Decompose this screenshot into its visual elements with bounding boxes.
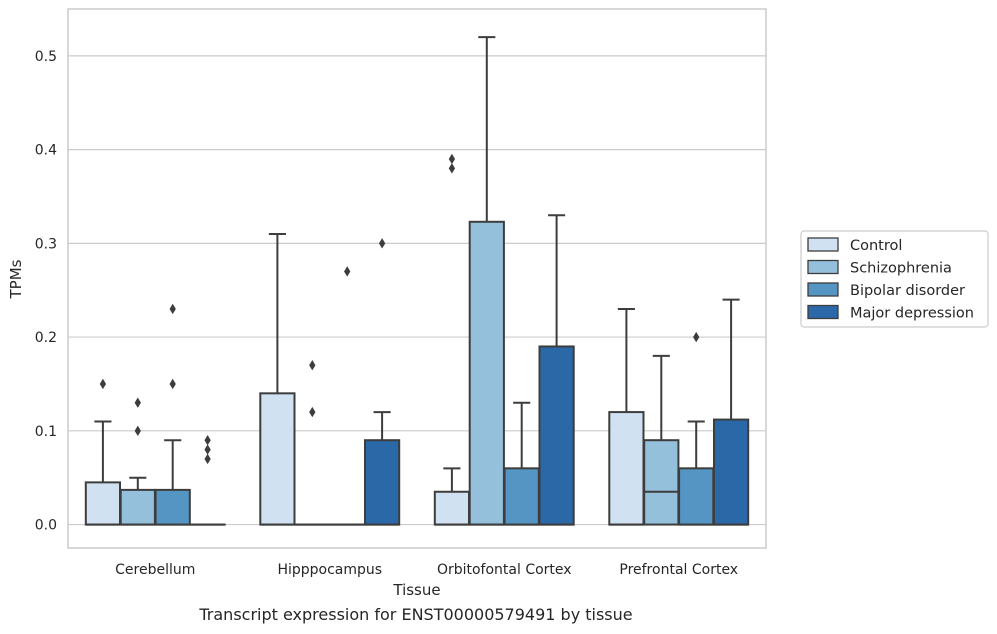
- box: [363, 439, 401, 526]
- box-major-depression: [189, 435, 226, 526]
- box: [119, 488, 156, 526]
- x-axis-ticks: Cerebellum Hipppocampus Orbitofontal Corte…: [115, 562, 738, 578]
- box-bipolar-disorder: [329, 266, 366, 526]
- y-tick-label: 0.3: [35, 236, 57, 252]
- x-tick-label: Prefrontal Cortex: [619, 562, 738, 578]
- y-tick-label: 0.5: [35, 49, 57, 65]
- box: [712, 418, 750, 526]
- legend-label: Control: [850, 238, 902, 254]
- box: [154, 488, 191, 526]
- outlier-point: [344, 266, 351, 277]
- legend-frame: [800, 230, 989, 328]
- y-tick-label: 0.2: [35, 330, 57, 346]
- box-bipolar-disorder: [154, 303, 191, 526]
- outlier-point: [204, 444, 211, 455]
- x-tick-label: Hipppocampus: [277, 562, 382, 578]
- outlier-point: [169, 303, 176, 315]
- outlier-point: [693, 331, 700, 343]
- legend-swatch: [807, 259, 839, 275]
- box-bipolar-disorder: [503, 401, 540, 526]
- box-schizophrenia: [468, 36, 505, 526]
- outlier-point: [309, 360, 316, 371]
- x-axis-label: Tissue: [392, 581, 440, 599]
- outlier-point: [309, 406, 316, 418]
- legend-label: Bipolar disorder: [850, 283, 965, 299]
- box-schizophrenia: [294, 360, 331, 526]
- outlier-point: [134, 425, 141, 437]
- x-tick-label: Cerebellum: [115, 562, 195, 578]
- y-tick-label: 0.0: [35, 518, 57, 534]
- legend: Control Schizophrenia Bipolar disorder Majo…: [800, 230, 989, 328]
- box: [608, 411, 645, 526]
- box-schizophrenia: [643, 354, 680, 526]
- box-schizophrenia: [119, 397, 156, 526]
- box-major-depression: [538, 214, 575, 526]
- box: [433, 490, 471, 526]
- box: [468, 220, 505, 526]
- y-tick-label: 0.1: [35, 424, 57, 440]
- outlier-point: [448, 163, 456, 174]
- box-control: [84, 378, 122, 526]
- outlier-point: [99, 378, 107, 390]
- box-control: [608, 307, 645, 526]
- outlier-point: [169, 378, 176, 390]
- box: [643, 439, 680, 526]
- box-major-depression: [712, 298, 750, 526]
- y-tick-label: 0.4: [35, 143, 57, 159]
- box-bipolar-disorder: [678, 331, 715, 526]
- outlier-point: [378, 238, 386, 249]
- chart-caption: Transcript expression for ENST0000057949…: [199, 605, 633, 624]
- y-axis-ticks: 0.0 0.1 0.2 0.3 0.4 0.5: [35, 49, 57, 534]
- y-axis-label: TPMs: [7, 259, 25, 299]
- outlier-point: [204, 435, 211, 446]
- box-control: [259, 232, 296, 526]
- outlier-point: [448, 153, 456, 165]
- outlier-point: [204, 453, 211, 465]
- box: [538, 345, 575, 526]
- outlier-point: [134, 397, 141, 408]
- legend-label: Schizophrenia: [850, 261, 952, 277]
- legend-swatch: [807, 282, 839, 297]
- box: [678, 467, 715, 526]
- x-tick-label: Orbitofontal Cortex: [437, 562, 572, 578]
- box: [259, 392, 296, 526]
- box-control: [433, 153, 471, 526]
- legend-swatch: [807, 237, 839, 252]
- plot-frame: [67, 8, 767, 549]
- box-plot-area: [84, 36, 750, 526]
- box-major-depression: [363, 238, 401, 526]
- box: [503, 467, 540, 526]
- legend-label: Major depression: [850, 306, 974, 322]
- box: [84, 481, 122, 526]
- legend-swatch: [807, 304, 839, 320]
